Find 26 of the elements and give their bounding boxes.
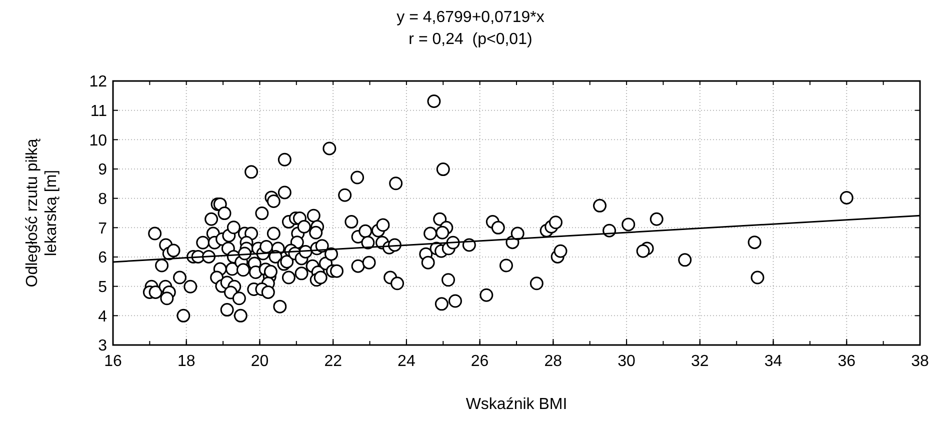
- x-tick-label: 30: [618, 353, 636, 370]
- x-tick-label: 28: [544, 353, 562, 370]
- y-tick-label: 7: [98, 220, 108, 238]
- x-axis-title: Wskaźnik BMI: [466, 396, 568, 413]
- x-tick-label: 32: [691, 353, 709, 370]
- x-tick-label: 36: [838, 353, 856, 370]
- y-tick-label: 11: [90, 102, 108, 120]
- y-axis-title: Odległość rzutu piłką lekarską [m]: [24, 138, 60, 288]
- y-tick-label: 10: [89, 132, 108, 150]
- x-tick-label: 26: [470, 353, 489, 370]
- x-tick-label: 38: [911, 353, 929, 370]
- y-tick-label: 9: [98, 162, 108, 179]
- x-tick-label: 16: [104, 353, 122, 370]
- y-tick-label: 12: [89, 74, 108, 91]
- x-tick-label: 22: [324, 353, 342, 370]
- y-tick-label: 5: [98, 278, 108, 296]
- y-tick-label: 4: [98, 308, 108, 326]
- x-tick-label: 34: [764, 353, 782, 370]
- chart-subtitle: r = 0,24 (p<0,01): [408, 31, 532, 48]
- x-tick-label: 24: [398, 353, 416, 370]
- y-tick-label: 6: [98, 250, 108, 267]
- y-tick-label: 8: [98, 190, 108, 208]
- chart-title: y = 4,6799+0,0719*x: [396, 9, 544, 26]
- x-tick-label: 18: [177, 353, 196, 370]
- x-tick-label: 20: [250, 353, 269, 370]
- y-tick-label: 3: [98, 338, 108, 355]
